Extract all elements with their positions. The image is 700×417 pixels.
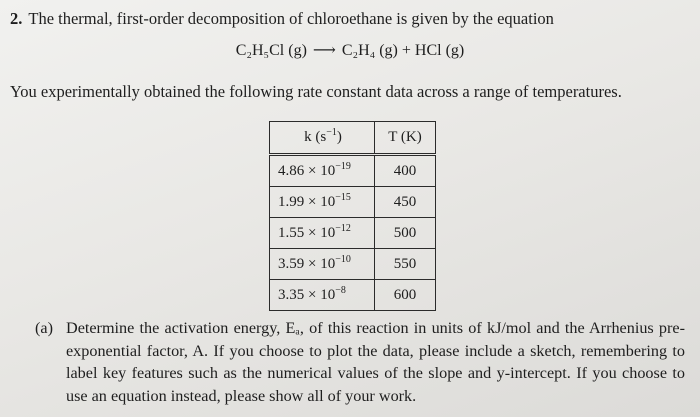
table-row: 4.86 × 10−19 400	[269, 153, 436, 187]
table-row: 3.35 × 10−8 600	[269, 279, 436, 311]
table-row: 3.59 × 10−10 550	[269, 248, 436, 280]
reaction-equation: C₂H₅Cl (g) ⟶ C₂H₄ (g) + HCl (g)	[0, 40, 700, 60]
k-mantissa: 4.86 × 10	[278, 162, 336, 179]
cell-k: 4.86 × 10−19	[269, 153, 375, 187]
header-k-exponent: −1	[326, 127, 337, 138]
cell-t: 400	[374, 153, 436, 187]
k-exponent: −15	[335, 191, 351, 203]
header-t: T (K)	[374, 121, 436, 155]
k-mantissa: 3.35 × 10	[278, 286, 336, 303]
cell-t: 450	[374, 186, 436, 218]
table-row: 1.55 × 10−12 500	[269, 217, 436, 249]
k-mantissa: 1.99 × 10	[278, 193, 336, 210]
reaction-reactant: C₂H₅Cl (g)	[235, 42, 307, 59]
cell-t: 600	[374, 279, 436, 311]
rate-constant-table: k (s−1) T (K) 4.86 × 10−19 400 1.99 × 10…	[269, 121, 436, 311]
header-k-label: k (s	[304, 129, 327, 145]
part-a-text: Determine the activation energy, Eₐ, of …	[66, 319, 685, 405]
question-stem-line: 2. The thermal, first-order decomposition…	[10, 9, 554, 29]
k-exponent: −10	[335, 253, 351, 265]
question-stem: The thermal, first-order decomposition o…	[28, 9, 554, 28]
cell-t: 500	[374, 217, 436, 249]
cell-k: 1.99 × 10−15	[269, 186, 375, 218]
header-k: k (s−1)	[269, 121, 375, 155]
table-header-row: k (s−1) T (K)	[269, 121, 436, 155]
header-k-close: )	[336, 129, 342, 145]
k-mantissa: 3.59 × 10	[278, 255, 336, 272]
k-exponent: −8	[335, 284, 346, 296]
reaction-products: C₂H₄ (g) + HCl (g)	[341, 42, 465, 59]
cell-t: 550	[374, 248, 436, 280]
data-intro-text: You experimentally obtained the followin…	[10, 82, 622, 101]
cell-k: 3.35 × 10−8	[269, 279, 375, 311]
reaction-arrow: ⟶	[312, 42, 336, 59]
k-exponent: −19	[335, 160, 351, 172]
k-exponent: −12	[335, 222, 351, 234]
cell-k: 3.59 × 10−10	[269, 248, 375, 280]
part-a: (a) Determine the activation energy, Eₐ,…	[35, 317, 685, 407]
part-a-label: (a)	[35, 319, 53, 337]
cell-k: 1.55 × 10−12	[269, 217, 375, 249]
question-number: 2.	[10, 9, 23, 28]
k-mantissa: 1.55 × 10	[278, 224, 336, 241]
table-row: 1.99 × 10−15 450	[269, 186, 436, 218]
